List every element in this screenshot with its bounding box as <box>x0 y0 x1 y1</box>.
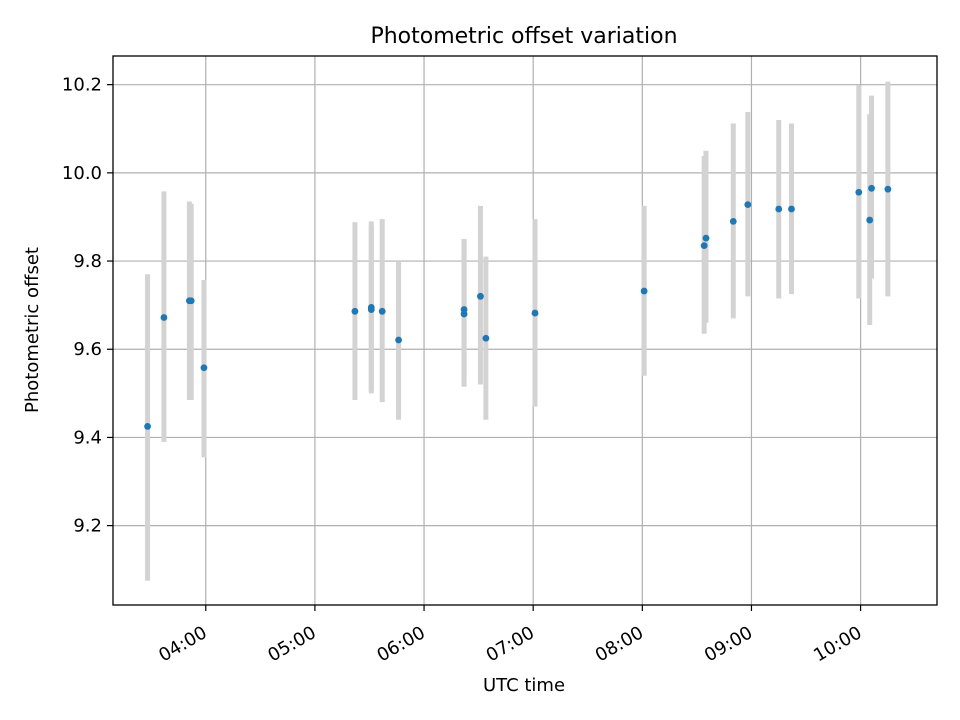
x-axis-label: UTC time <box>483 675 565 696</box>
data-point <box>144 423 151 430</box>
data-point <box>531 309 539 317</box>
y-axis-ticks: 9.2 9.4 9.6 9.8 10.0 10.2 <box>62 75 113 537</box>
y-tick-label: 9.2 <box>73 516 102 537</box>
y-tick-label: 9.4 <box>73 427 102 448</box>
x-tick-label: 07:00 <box>483 622 538 666</box>
error-bars <box>145 81 891 581</box>
data-point <box>187 297 195 305</box>
y-tick-label: 9.6 <box>73 339 102 360</box>
y-tick-label: 9.8 <box>73 251 102 272</box>
data-point <box>866 216 874 224</box>
data-point <box>700 242 708 250</box>
data-point <box>788 205 795 213</box>
data-point <box>482 334 490 342</box>
data-point <box>460 310 468 318</box>
data-point <box>855 188 863 196</box>
x-tick-label: 09:00 <box>701 622 756 666</box>
data-point <box>160 314 168 321</box>
x-tick-label: 10:00 <box>810 622 865 666</box>
x-axis-ticks: 04:00 05:00 06:00 07:00 08:00 09:00 10:00 <box>155 605 866 666</box>
data-point <box>200 364 208 372</box>
data-point <box>702 234 710 242</box>
y-tick-label: 10.0 <box>62 163 102 184</box>
grid <box>113 56 937 605</box>
y-axis-label: Photometric offset <box>22 247 43 413</box>
data-point <box>367 306 375 313</box>
data-point <box>775 205 783 213</box>
x-tick-label: 06:00 <box>374 622 429 666</box>
data-point <box>868 184 875 192</box>
data-point <box>729 217 737 225</box>
x-tick-label: 08:00 <box>592 622 647 666</box>
x-tick-label: 04:00 <box>155 622 210 666</box>
chart-title: Photometric offset variation <box>370 24 677 49</box>
data-point <box>395 336 402 344</box>
data-point <box>378 307 386 315</box>
data-point <box>884 185 892 193</box>
plot-frame <box>112 55 938 606</box>
data-point <box>640 287 648 295</box>
x-tick-label: 05:00 <box>264 622 319 666</box>
data-point <box>351 307 359 315</box>
data-points <box>144 184 892 430</box>
y-tick-label: 10.2 <box>62 75 102 96</box>
data-point <box>744 201 752 209</box>
data-point <box>477 292 484 300</box>
